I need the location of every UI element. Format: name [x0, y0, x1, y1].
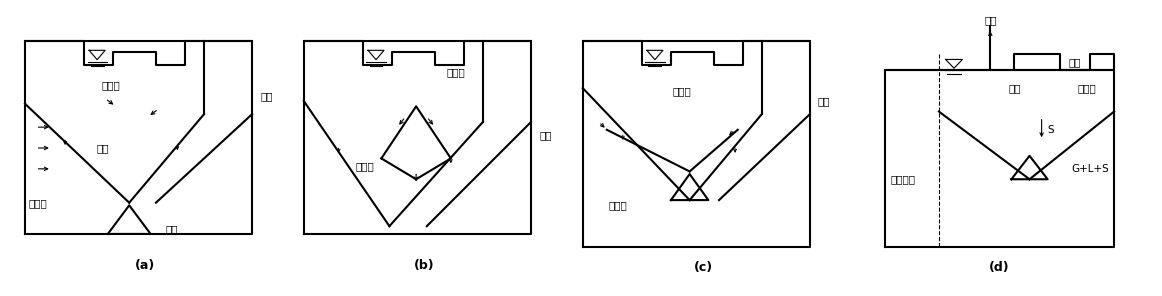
- Text: 沉淀区: 沉淀区: [447, 67, 466, 78]
- Text: 沉淀区: 沉淀区: [673, 86, 691, 96]
- Text: 回流缝: 回流缝: [29, 198, 48, 208]
- Text: (a): (a): [135, 259, 156, 272]
- Text: 气室: 气室: [539, 130, 552, 140]
- Text: 气体: 气体: [984, 15, 997, 25]
- Text: 额外作用: 额外作用: [890, 174, 916, 184]
- Text: 气室: 气室: [260, 91, 273, 101]
- Text: S: S: [1047, 125, 1054, 135]
- Text: 回流缝: 回流缝: [356, 161, 374, 171]
- Text: 污泥: 污泥: [166, 224, 178, 234]
- Text: G+L+S: G+L+S: [1071, 164, 1109, 174]
- Text: (b): (b): [414, 259, 435, 272]
- Text: 泥水: 泥水: [96, 143, 109, 153]
- Text: (d): (d): [989, 261, 1010, 274]
- Text: 泡沫: 泡沫: [1009, 83, 1020, 93]
- Text: 沉淀区: 沉淀区: [101, 81, 120, 91]
- Text: (c): (c): [694, 261, 712, 274]
- Text: 回流缝: 回流缝: [608, 200, 626, 210]
- Text: 沉淀区: 沉淀区: [1077, 83, 1096, 93]
- Text: 气室: 气室: [818, 96, 831, 106]
- Text: 出水: 出水: [1069, 57, 1081, 67]
